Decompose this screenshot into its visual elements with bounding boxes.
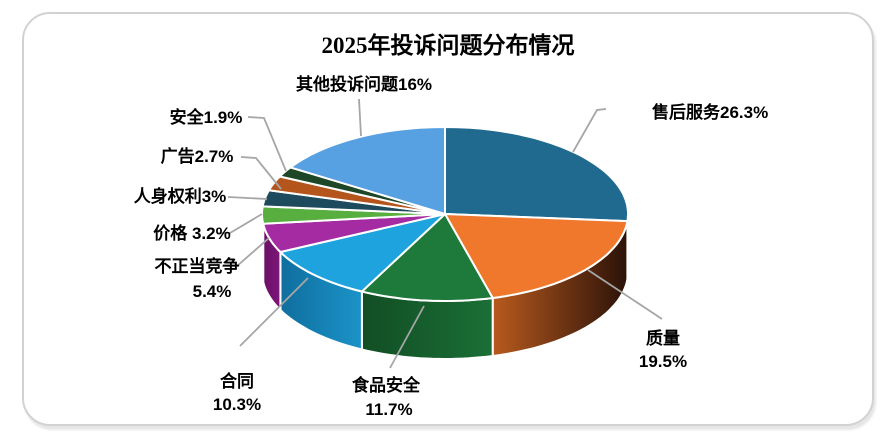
leader-line-advertising — [240, 156, 282, 190]
leader-line-unfair-competition — [222, 237, 270, 267]
slice-label-contract: 合同 — [220, 371, 254, 391]
slice-label-unfair-competition: 不正当竞争 — [155, 256, 240, 276]
slice-label-advertising: 广告2.7% — [161, 146, 234, 166]
leader-line-price — [218, 213, 263, 234]
slice-label-food-safety: 食品安全 — [352, 375, 421, 395]
pie-slice-unfair-competition — [262, 213, 446, 253]
pie-slice-food-safety — [360, 213, 494, 302]
slice-label-safety: 安全1.9% — [170, 107, 243, 127]
slice-label-aftersales-service: 售后服务26.3% — [652, 102, 768, 122]
leader-line-quality — [587, 269, 663, 320]
slice-label-quality-value: 19.5% — [639, 352, 687, 371]
leader-line-aftersales-service — [572, 108, 607, 153]
leader-line-other-complaints — [358, 98, 362, 137]
slice-label-price: 价格 3.2% — [153, 223, 230, 243]
pie-slice-contract — [279, 213, 446, 293]
chart-title: 2025年投诉问题分布情况 — [321, 33, 575, 58]
slice-label-food-safety-value: 11.7% — [365, 400, 412, 419]
pie-slice-side-food-safety — [360, 290, 494, 360]
slice-label-personal-rights: 人身权利3% — [134, 186, 227, 206]
slice-label-quality: 质量 — [646, 328, 680, 348]
slice-label-contract-value: 10.3% — [213, 395, 261, 414]
leader-line-contract — [239, 277, 309, 347]
leader-line-personal-rights — [227, 196, 268, 200]
pie-slice-aftersales-service — [444, 126, 629, 223]
pie-slice-other-complaints — [289, 126, 446, 215]
slice-label-other-complaints: 其他投诉问题16% — [296, 74, 432, 94]
pie-slice-quality — [444, 213, 629, 299]
slice-label-unfair-competition-value: 5.4% — [193, 282, 232, 301]
leader-line-safety — [247, 116, 287, 172]
leader-line-food-safety — [389, 305, 425, 369]
